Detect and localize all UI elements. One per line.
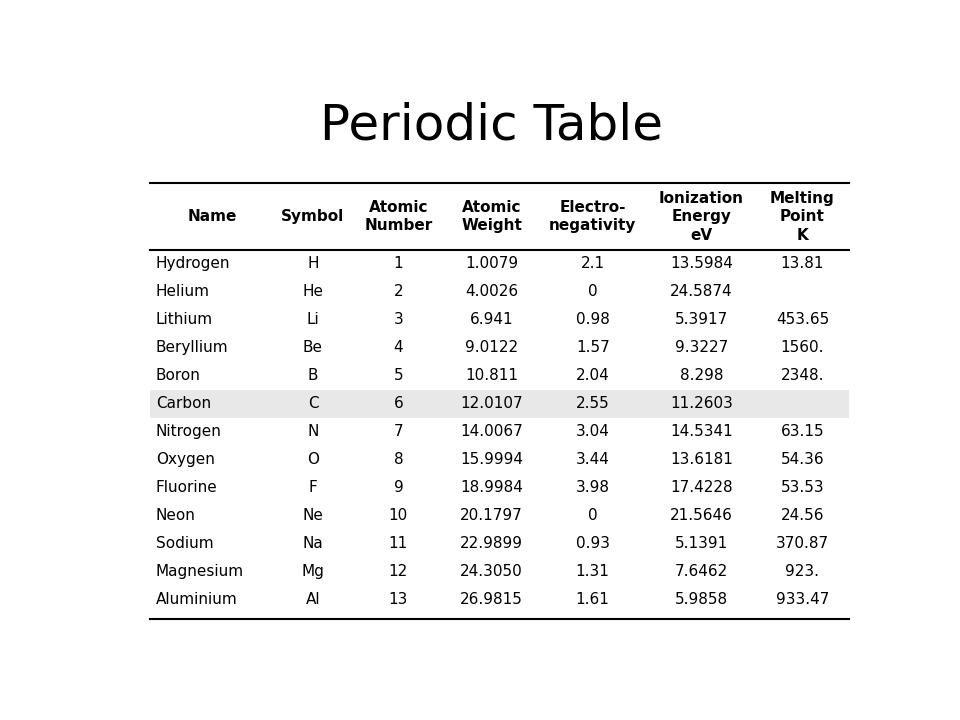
Text: 370.87: 370.87 [776,536,829,551]
Text: Al: Al [305,592,321,607]
Text: Neon: Neon [156,508,196,523]
Text: 14.5341: 14.5341 [670,424,732,439]
Text: 10: 10 [389,508,408,523]
Text: 3.44: 3.44 [576,452,610,467]
Text: Hydrogen: Hydrogen [156,256,230,271]
Text: Magnesium: Magnesium [156,564,244,579]
Text: 24.56: 24.56 [780,508,825,523]
Text: F: F [308,480,318,495]
Text: 21.5646: 21.5646 [670,508,732,523]
Text: 8: 8 [394,452,403,467]
Text: 53.53: 53.53 [780,480,825,495]
Text: Fluorine: Fluorine [156,480,218,495]
Text: 11.2603: 11.2603 [670,396,732,411]
Text: 1.31: 1.31 [576,564,610,579]
Text: 453.65: 453.65 [776,312,829,328]
Text: 3: 3 [394,312,403,328]
Text: 15.9994: 15.9994 [460,452,523,467]
Text: 13.6181: 13.6181 [670,452,732,467]
Text: 7: 7 [394,424,403,439]
Text: 10.811: 10.811 [466,368,518,383]
Text: 11: 11 [389,536,408,551]
Text: Lithium: Lithium [156,312,213,328]
Text: 4: 4 [394,341,403,355]
Text: 9.3227: 9.3227 [675,341,728,355]
Text: Beryllium: Beryllium [156,341,228,355]
Text: Periodic Table: Periodic Table [321,102,663,149]
Text: 12: 12 [389,564,408,579]
Text: 0: 0 [588,284,597,300]
Text: Be: Be [303,341,323,355]
Text: 24.5874: 24.5874 [670,284,732,300]
Text: Ionization
Energy
eV: Ionization Energy eV [659,191,744,243]
Text: 2.1: 2.1 [581,256,605,271]
Text: 0: 0 [588,508,597,523]
Text: 933.47: 933.47 [776,592,829,607]
Text: Symbol: Symbol [281,210,345,224]
Text: Atomic
Weight: Atomic Weight [461,200,522,233]
Text: Name: Name [187,210,236,224]
Text: 2.55: 2.55 [576,396,610,411]
Text: 18.9984: 18.9984 [460,480,523,495]
Text: Boron: Boron [156,368,201,383]
Text: 2: 2 [394,284,403,300]
Text: 5.3917: 5.3917 [675,312,728,328]
Text: 17.4228: 17.4228 [670,480,732,495]
Text: Li: Li [306,312,320,328]
Text: 9.0122: 9.0122 [465,341,518,355]
Text: Melting
Point
K: Melting Point K [770,191,835,243]
Text: 9: 9 [394,480,403,495]
Text: 5: 5 [394,368,403,383]
Text: Atomic
Number: Atomic Number [364,200,433,233]
Text: 63.15: 63.15 [780,424,825,439]
Text: 24.3050: 24.3050 [460,564,523,579]
Text: 1.61: 1.61 [576,592,610,607]
Text: Oxygen: Oxygen [156,452,215,467]
Text: 14.0067: 14.0067 [460,424,523,439]
Text: 5.1391: 5.1391 [675,536,728,551]
Text: 2.04: 2.04 [576,368,610,383]
Text: 0.98: 0.98 [576,312,610,328]
Text: C: C [307,396,319,411]
Text: Nitrogen: Nitrogen [156,424,222,439]
Text: 1.0079: 1.0079 [465,256,518,271]
Text: 5.9858: 5.9858 [675,592,728,607]
Text: 6.941: 6.941 [469,312,514,328]
Text: 13: 13 [389,592,408,607]
Text: H: H [307,256,319,271]
Text: 3.04: 3.04 [576,424,610,439]
Text: 22.9899: 22.9899 [460,536,523,551]
Text: 1560.: 1560. [780,341,825,355]
Text: 1: 1 [394,256,403,271]
Text: Electro-
negativity: Electro- negativity [549,200,636,233]
Text: Na: Na [302,536,324,551]
Text: N: N [307,424,319,439]
Text: Helium: Helium [156,284,209,300]
Text: Aluminium: Aluminium [156,592,237,607]
Text: 6: 6 [394,396,403,411]
Text: 54.36: 54.36 [780,452,825,467]
Text: B: B [308,368,318,383]
Text: 0.93: 0.93 [576,536,610,551]
Text: 923.: 923. [785,564,820,579]
Text: Sodium: Sodium [156,536,213,551]
Text: Mg: Mg [301,564,324,579]
Text: Carbon: Carbon [156,396,211,411]
Text: 13.81: 13.81 [780,256,825,271]
Text: 7.6462: 7.6462 [675,564,728,579]
Text: 8.298: 8.298 [680,368,723,383]
Text: 3.98: 3.98 [576,480,610,495]
Text: 4.0026: 4.0026 [465,284,518,300]
Text: 20.1797: 20.1797 [460,508,523,523]
Text: 26.9815: 26.9815 [460,592,523,607]
Text: 12.0107: 12.0107 [461,396,523,411]
Text: Ne: Ne [302,508,324,523]
Text: He: He [302,284,324,300]
Text: 1.57: 1.57 [576,341,610,355]
Text: 2348.: 2348. [780,368,825,383]
Bar [150,390,849,418]
Text: 13.5984: 13.5984 [670,256,732,271]
Text: O: O [307,452,319,467]
